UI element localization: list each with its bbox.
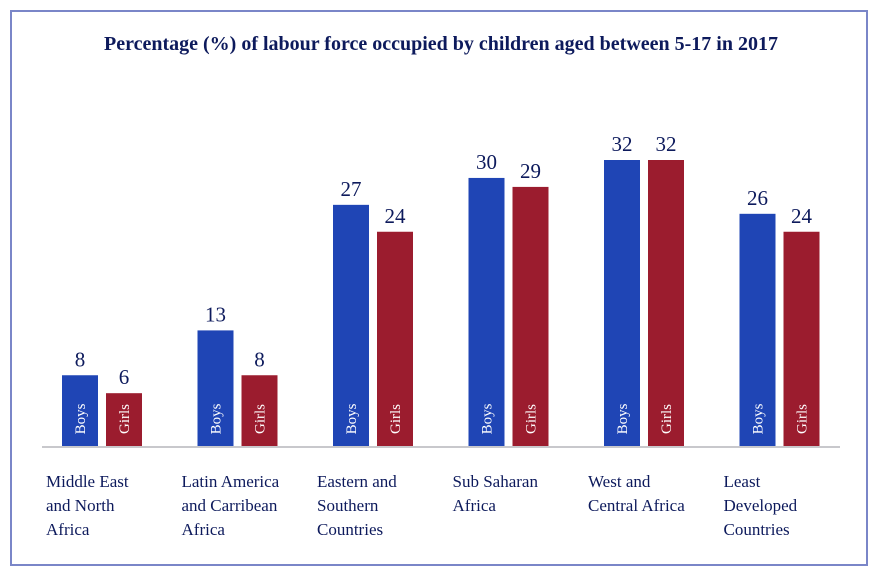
value-label-boys-1: 13 bbox=[205, 302, 226, 326]
bar-boys-5 bbox=[739, 213, 776, 447]
bar-series-label-girls-2: Girls bbox=[388, 404, 404, 434]
category-label-line: Africa bbox=[453, 496, 497, 515]
category-labels: Middle East and North Africa Latin America a… bbox=[46, 472, 798, 539]
bar-girls-4 bbox=[648, 160, 684, 447]
bar-series-label-boys-4: Boys bbox=[615, 403, 631, 434]
category-label-3: Sub Saharan Africa bbox=[453, 472, 539, 515]
bar-series-label-boys-2: Boys bbox=[344, 403, 360, 434]
bar-series-label-boys-1: Boys bbox=[209, 403, 225, 434]
category-label-line: Eastern and bbox=[317, 472, 397, 491]
bar-girls-2 bbox=[377, 231, 413, 447]
value-label-boys-4: 32 bbox=[612, 132, 633, 156]
value-label-girls-0: 6 bbox=[119, 365, 130, 389]
category-label-line: Africa bbox=[46, 520, 90, 539]
bars-layer: 8 Boys 6 Girls 13 Boys 8 Girls 27 Boys 24 Girls 30 Bo… bbox=[62, 132, 820, 447]
chart-title: Percentage (%) of labour force occupied … bbox=[104, 33, 778, 55]
bar-series-label-boys-5: Boys bbox=[751, 403, 767, 434]
category-label-line: Southern bbox=[317, 496, 379, 515]
category-label-line: Central Africa bbox=[588, 496, 685, 515]
category-label-line: and Carribean bbox=[182, 496, 278, 515]
category-label-line: and North bbox=[46, 496, 115, 515]
category-label-line: West and bbox=[588, 472, 651, 491]
category-label-line: Countries bbox=[317, 520, 383, 539]
category-label-4: West and Central Africa bbox=[588, 472, 685, 515]
bar-girls-5 bbox=[783, 231, 820, 447]
chart-frame bbox=[10, 10, 868, 566]
category-label-line: Africa bbox=[182, 520, 226, 539]
bar-girls-3 bbox=[512, 186, 549, 447]
bar-boys-3 bbox=[468, 177, 505, 447]
value-label-boys-2: 27 bbox=[341, 177, 362, 201]
value-label-boys-0: 8 bbox=[75, 347, 86, 371]
category-label-5: Least Developed Countries bbox=[724, 472, 798, 539]
bar-series-label-boys-3: Boys bbox=[480, 403, 496, 434]
bar-boys-0 bbox=[62, 375, 98, 447]
category-label-line: Latin America bbox=[182, 472, 280, 491]
bar-series-label-boys-0: Boys bbox=[73, 403, 89, 434]
category-label-line: Middle East bbox=[46, 472, 129, 491]
value-label-girls-4: 32 bbox=[656, 132, 677, 156]
category-label-2: Eastern and Southern Countries bbox=[317, 472, 397, 539]
bar-boys-4 bbox=[604, 160, 640, 447]
category-label-line: Developed bbox=[724, 496, 798, 515]
category-label-1: Latin America and Carribean Africa bbox=[182, 472, 280, 539]
category-label-line: Countries bbox=[724, 520, 790, 539]
value-label-girls-1: 8 bbox=[254, 347, 265, 371]
value-label-boys-3: 30 bbox=[476, 150, 497, 174]
value-label-girls-5: 24 bbox=[791, 204, 813, 228]
bar-series-label-girls-5: Girls bbox=[795, 404, 811, 434]
bar-boys-1 bbox=[197, 330, 234, 447]
category-label-0: Middle East and North Africa bbox=[46, 472, 129, 539]
bar-series-label-girls-0: Girls bbox=[117, 404, 133, 434]
bar-girls-0 bbox=[106, 393, 142, 447]
bar-girls-1 bbox=[241, 375, 278, 447]
bar-series-label-girls-4: Girls bbox=[659, 404, 675, 434]
bar-series-label-girls-3: Girls bbox=[524, 404, 540, 434]
value-label-boys-5: 26 bbox=[747, 186, 768, 210]
bar-series-label-girls-1: Girls bbox=[253, 404, 269, 434]
category-label-line: Sub Saharan bbox=[453, 472, 539, 491]
value-label-girls-3: 29 bbox=[520, 159, 541, 183]
category-label-line: Least bbox=[724, 472, 761, 491]
bar-boys-2 bbox=[333, 204, 369, 447]
value-label-girls-2: 24 bbox=[385, 204, 407, 228]
